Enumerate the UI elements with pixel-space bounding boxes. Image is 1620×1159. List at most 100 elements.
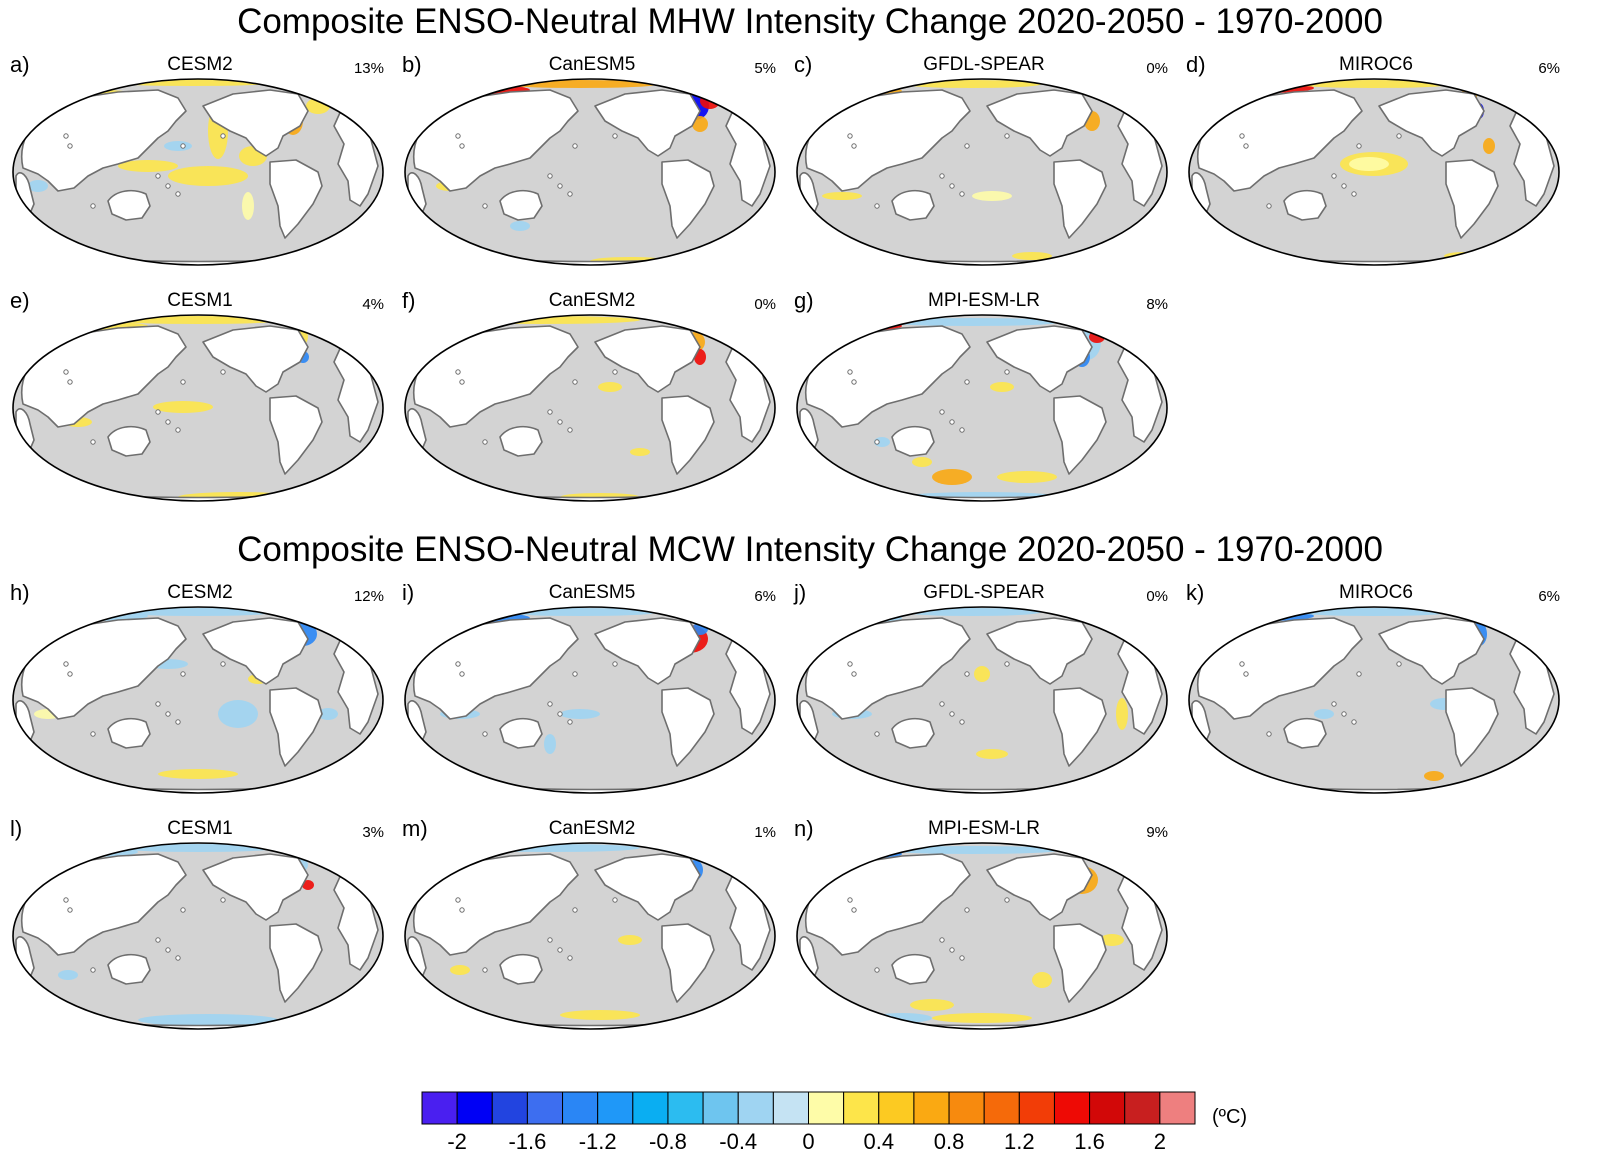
anomaly-patch — [168, 166, 248, 186]
anomaly-patch — [812, 327, 852, 337]
map-svg — [12, 78, 384, 266]
island — [959, 719, 965, 725]
island — [959, 955, 965, 961]
island — [1331, 701, 1337, 707]
anomaly-patch — [118, 160, 178, 172]
landmass-north-america — [202, 853, 309, 921]
island — [455, 133, 461, 139]
island — [455, 897, 461, 903]
landmass-australia — [107, 189, 151, 221]
island — [1331, 173, 1337, 179]
island — [1004, 897, 1010, 903]
panel-letter: d) — [1186, 52, 1206, 77]
anomaly-patch — [158, 769, 238, 779]
landmass-south-america — [1445, 687, 1499, 767]
anomaly-patch — [1116, 698, 1128, 730]
island — [572, 907, 578, 913]
colorbar-swatch — [772, 1091, 810, 1125]
map-svg — [1188, 606, 1560, 794]
colorbar-tick-label: 1.6 — [1074, 1129, 1105, 1154]
island — [949, 183, 955, 189]
landmass-south-america — [269, 395, 323, 475]
landmass-north-america — [1378, 89, 1485, 157]
island — [939, 409, 945, 415]
map-svg — [404, 314, 776, 502]
anomaly-patch — [410, 320, 490, 332]
anomaly-patch — [1100, 934, 1124, 946]
anomaly-patch — [976, 749, 1008, 759]
island — [63, 133, 69, 139]
panel-model-name: CanESM2 — [548, 818, 636, 839]
island — [1004, 133, 1010, 139]
colorbar-tick-label: 0.8 — [933, 1129, 965, 1154]
island — [1004, 661, 1010, 667]
colorbar-swatch — [737, 1091, 774, 1125]
map-border — [1188, 78, 1560, 266]
island — [557, 419, 563, 425]
landmass-australia — [891, 189, 935, 221]
anomaly-patch — [440, 316, 640, 324]
panel-model-name: CanESM2 — [548, 290, 636, 311]
anomaly-patch — [912, 457, 932, 467]
colorbar-swatch — [702, 1091, 739, 1125]
island — [67, 671, 73, 677]
landmass-australia — [499, 425, 543, 457]
island — [1396, 133, 1402, 139]
anomaly-patch — [1294, 608, 1454, 616]
landmass-north-america — [594, 89, 701, 157]
island — [175, 427, 181, 433]
panel-percent: 0% — [1146, 588, 1168, 605]
colorbar-swatch — [1053, 1091, 1091, 1125]
landmass-south-america — [1053, 159, 1107, 239]
map-border — [12, 606, 384, 794]
island — [482, 203, 488, 209]
panel-percent: 13% — [353, 60, 384, 77]
island — [959, 191, 965, 197]
panel-letter: b) — [402, 52, 422, 77]
island — [180, 143, 186, 149]
island — [547, 937, 553, 943]
colorbar-swatch — [632, 1091, 669, 1125]
anomaly-patch — [1483, 138, 1495, 154]
panel-letter: n) — [794, 816, 814, 841]
anomaly-patch — [450, 965, 470, 975]
map-border — [12, 842, 384, 1030]
island — [175, 191, 181, 197]
landmass-north-america — [202, 617, 309, 685]
island — [459, 379, 465, 385]
anomaly-patch — [118, 608, 278, 616]
colorbar-swatch — [878, 1091, 915, 1125]
island — [939, 173, 945, 179]
anomaly-patch — [811, 854, 843, 862]
anomaly-patch — [972, 191, 1012, 201]
map-svg — [796, 314, 1168, 502]
anomaly-patch — [560, 1010, 640, 1020]
colorbar-swatch — [983, 1091, 1020, 1125]
panel-model-name: CanESM5 — [548, 582, 636, 603]
anomaly-patch — [242, 192, 254, 220]
anomaly-patch — [544, 734, 556, 754]
island — [949, 419, 955, 425]
landmass-australia — [107, 953, 151, 985]
map-border — [12, 314, 384, 502]
anomaly-patch — [618, 935, 642, 945]
island — [949, 947, 955, 953]
island — [63, 661, 69, 667]
island — [220, 369, 226, 375]
colorbar-tick-label: 1.2 — [1004, 1129, 1035, 1154]
panel-percent: 3% — [362, 824, 384, 841]
island — [547, 173, 553, 179]
panel-letter: c) — [794, 52, 813, 77]
colorbar-swatch — [456, 1091, 493, 1125]
island — [175, 955, 181, 961]
panel-percent: 4% — [362, 296, 384, 313]
island — [1239, 133, 1245, 139]
map-border — [404, 842, 776, 1030]
landmass-south-america — [269, 159, 323, 239]
island — [1351, 191, 1357, 197]
island — [175, 719, 181, 725]
island — [67, 907, 73, 913]
panel-model-name: CESM1 — [167, 818, 233, 839]
landmass-australia — [499, 953, 543, 985]
island — [165, 947, 171, 953]
